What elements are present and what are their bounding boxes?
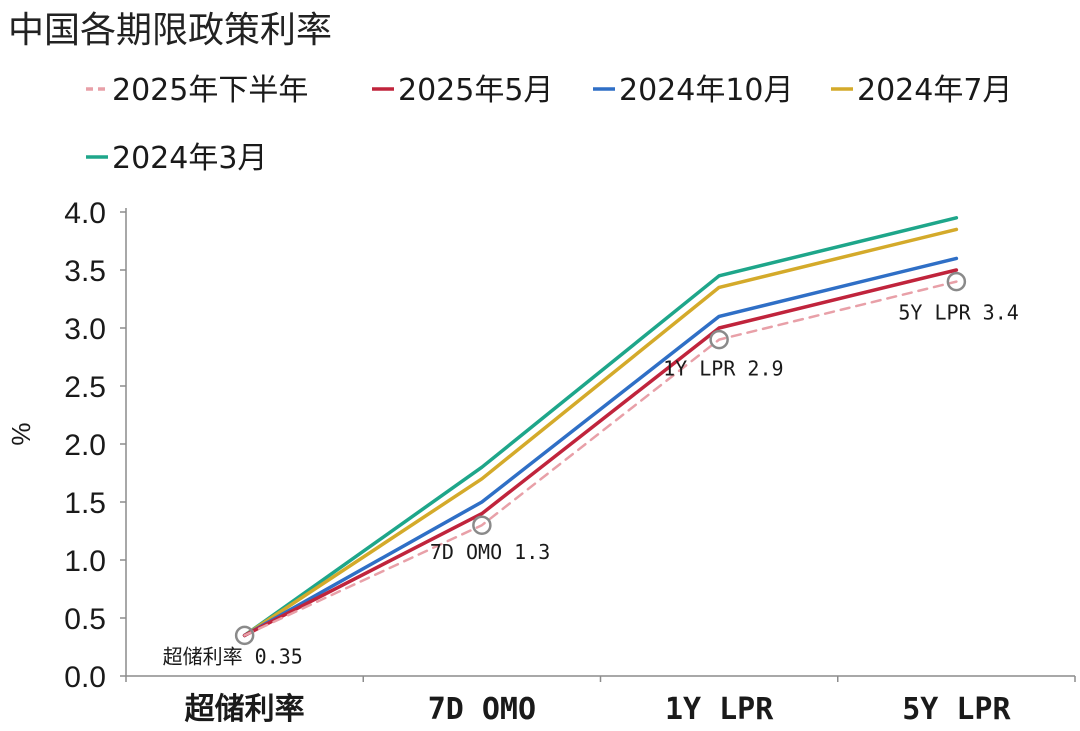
legend-item: 2024年7月 [831, 73, 1012, 108]
y-tick-label: 1.0 [64, 545, 106, 578]
annotation-marker [946, 271, 967, 292]
legend-item: 2025年下半年 [86, 73, 308, 108]
y-axis-label: % [6, 422, 36, 445]
annotation-marker [472, 515, 492, 535]
annotation-label: 5Y LPR 3.4 [898, 301, 1018, 325]
legend-item: 2024年10月 [593, 73, 794, 108]
chart-title: 中国各期限政策利率 [8, 10, 332, 51]
annotation-label: 7D OMO 1.3 [430, 540, 550, 564]
y-tick-label: 2.0 [64, 429, 106, 462]
annotation-label: 超储利率 0.35 [163, 644, 303, 668]
legend-label: 2025年5月 [398, 73, 553, 108]
annotation-marker [709, 329, 729, 350]
x-tick-label: 5Y LPR [902, 692, 1011, 727]
annotations: 超储利率 0.35 7D OMO 1.3 1Y LPR 2.9 5Y LPR 3.4 [163, 271, 1019, 668]
x-tick-label: 7D OMO [428, 692, 536, 727]
legend-label: 2025年下半年 [112, 73, 308, 108]
y-tick-label: 3.5 [64, 255, 106, 288]
legend-item: 2024年3月 [86, 141, 267, 176]
legend-label: 2024年7月 [857, 73, 1012, 108]
legend-label: 2024年10月 [619, 73, 794, 108]
series-line [242, 256, 959, 638]
annotation-label: 1Y LPR 2.9 [663, 357, 783, 381]
legend: 2025年下半年 2025年5月 2024年10月 2024年7月 2024年3月 [86, 73, 1012, 176]
series-lines [242, 216, 959, 638]
annotation-marker [234, 625, 255, 646]
y-tick-label: 3.0 [64, 313, 106, 346]
y-tick-label: 4.0 [64, 197, 106, 230]
legend-item: 2025年5月 [372, 73, 553, 108]
series-line [242, 268, 959, 638]
y-tick-label: 2.5 [64, 371, 106, 404]
axes: 0.0 0.5 1.0 1.5 2.0 2.5 3.0 3.5 4.0 超储利率 7D OMO 1Y … [6, 197, 1076, 727]
x-tick-label: 1Y LPR [665, 692, 774, 727]
y-tick-label: 1.5 [64, 487, 106, 520]
y-tick-label: 0.5 [64, 603, 106, 636]
series-line [242, 227, 959, 638]
y-tick-label: 0.0 [64, 661, 106, 694]
series-line [243, 280, 958, 637]
series-line [242, 216, 959, 638]
legend-label: 2024年3月 [112, 141, 267, 176]
x-tick-label: 超储利率 [185, 692, 305, 727]
